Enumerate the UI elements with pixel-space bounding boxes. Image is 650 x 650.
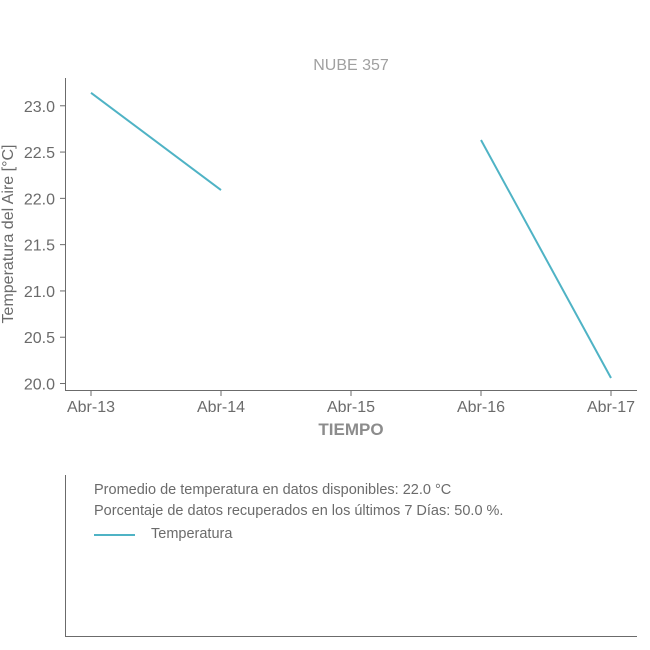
series-line-segment	[480, 139, 612, 379]
series-line-segment	[90, 92, 222, 191]
series-lines	[90, 92, 612, 379]
x-tick-label: Abr-17	[587, 399, 635, 416]
y-tick-label: 22.5	[24, 145, 55, 162]
y-ticks: 20.0 20.5 21.0 21.5 22.0 22.5 23.0	[24, 99, 66, 394]
x-tick-label: Abr-16	[457, 399, 505, 416]
x-tick-label: Abr-14	[197, 399, 245, 416]
x-ticks: Abr-13 Abr-14 Abr-15 Abr-16 Abr-17	[67, 390, 635, 416]
info-panel: Promedio de temperatura en datos disponi…	[65, 475, 637, 637]
chart-title: NUBE 357	[313, 57, 389, 74]
average-text: Promedio de temperatura en datos disponi…	[94, 482, 451, 498]
y-tick-label: 23.0	[24, 99, 55, 116]
y-tick-label: 21.0	[24, 284, 55, 301]
recovered-text: Porcentaje de datos recuperados en los ú…	[94, 503, 503, 519]
x-tick-label: Abr-15	[327, 399, 375, 416]
y-tick-label: 21.5	[24, 238, 55, 255]
chart-axes	[65, 78, 637, 391]
x-axis-label: TIEMPO	[318, 420, 383, 439]
legend-label: Temperatura	[151, 526, 233, 542]
y-tick-label: 20.0	[24, 377, 55, 394]
y-axis-label: Temperatura del Aire [°C]	[0, 145, 17, 324]
x-tick-label: Abr-13	[67, 399, 115, 416]
y-tick-label: 22.0	[24, 191, 55, 208]
y-tick-label: 20.5	[24, 330, 55, 347]
